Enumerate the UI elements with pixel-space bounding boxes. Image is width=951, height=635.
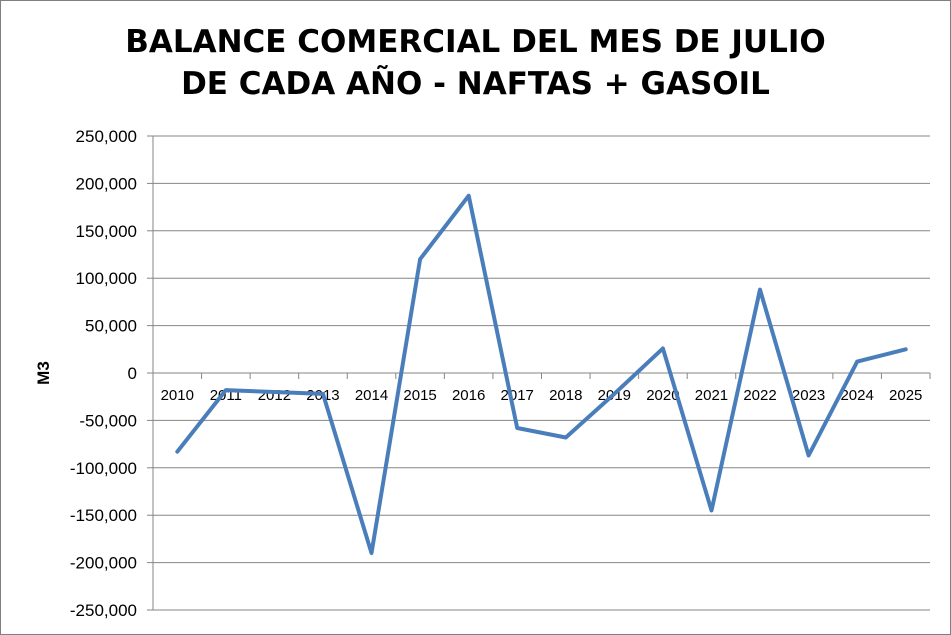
y-tick-label-5: 0	[128, 364, 137, 383]
y-tick-label-3: 100,000	[76, 269, 137, 288]
chart-title-line-2: DE CADA AÑO - NAFTAS + GASOIL	[181, 66, 770, 102]
y-tick-label-9: -200,000	[70, 554, 137, 573]
y-tick-label-2: 150,000	[76, 222, 137, 241]
x-tick-label-11: 2021	[695, 387, 728, 404]
series-lines	[175, 193, 908, 556]
x-tick-label-10: 2020	[646, 387, 679, 404]
x-tick-labels: 2010 2011 2012 2013 2014 2015 2016 2017 2018 2019…	[161, 387, 923, 404]
y-tick-label-1: 200,000	[76, 174, 137, 193]
x-tick-label-12: 2022	[743, 387, 776, 404]
gridlines	[153, 135, 930, 611]
y-tick-label-8: -150,000	[70, 506, 137, 525]
y-tick-label-7: -100,000	[70, 459, 137, 478]
x-tick-label-15: 2025	[889, 387, 922, 404]
series-line-0	[175, 193, 908, 556]
y-tick-label-10: -250,000	[70, 601, 137, 620]
chart-title-line-1: BALANCE COMERCIAL DEL MES DE JULIO	[125, 24, 826, 60]
y-tick-labels: 250,000 200,000 150,000 100,000 50,000 0 -50,0…	[70, 127, 137, 620]
y-tick-label-0: 250,000	[76, 127, 137, 146]
x-tick-label-6: 2016	[452, 387, 485, 404]
x-tick-label-0: 2010	[161, 387, 194, 404]
x-tick-label-7: 2017	[501, 387, 534, 404]
x-tick-label-8: 2018	[549, 387, 582, 404]
y-axis-label: M3	[34, 361, 53, 385]
x-tick-label-4: 2014	[355, 387, 388, 404]
x-tick-label-13: 2023	[792, 387, 825, 404]
x-tick-label-5: 2015	[403, 387, 436, 404]
y-tick-label-6: -50,000	[79, 411, 137, 430]
axes	[147, 135, 931, 611]
x-tick-label-14: 2024	[840, 387, 873, 404]
chart-title: BALANCE COMERCIAL DEL MES DE JULIO DE CA…	[1, 21, 950, 105]
y-tick-label-4: 50,000	[85, 317, 137, 336]
